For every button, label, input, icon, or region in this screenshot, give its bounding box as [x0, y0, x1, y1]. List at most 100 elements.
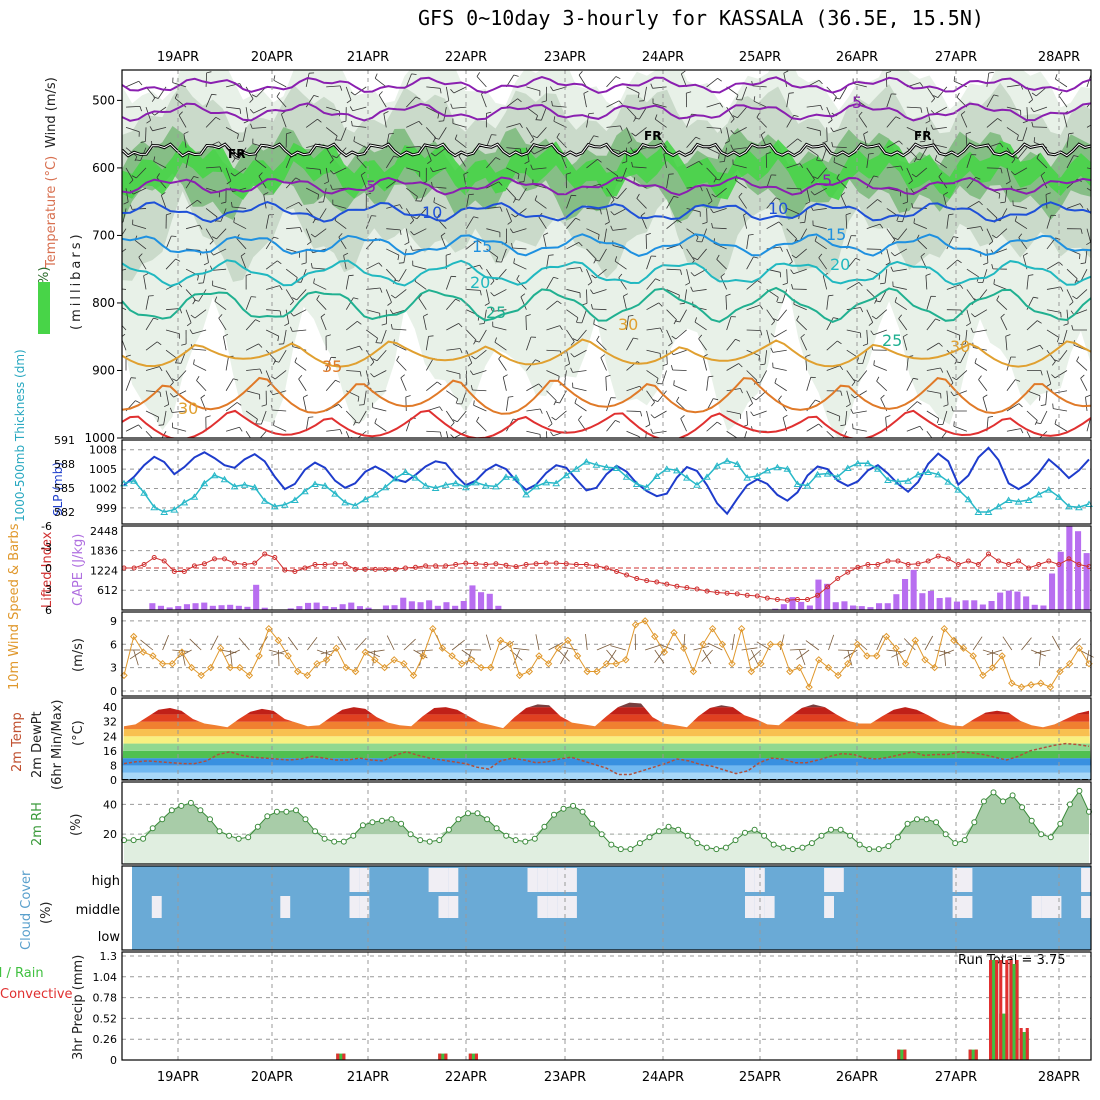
temp-tick: 0 [110, 774, 117, 787]
cape-bar [287, 608, 294, 610]
wind-barb-flag [250, 443, 253, 447]
wind-barb-flag [490, 306, 493, 312]
rh2m-point [1066, 801, 1073, 808]
rh2m-point [216, 828, 223, 835]
wind-barb-flag [658, 131, 663, 137]
wind-barb [298, 378, 307, 391]
wind10m-barb [558, 649, 570, 662]
wind-barb-flag [530, 164, 533, 170]
wind-barb-flag [240, 252, 246, 257]
wind-barb [626, 316, 629, 331]
wind-barb-flag [474, 340, 480, 343]
wind-barb [1006, 167, 1011, 182]
wind-barb-flag [410, 245, 413, 251]
wind-barb [486, 268, 495, 282]
wind-barb-flag [346, 99, 352, 104]
li-point [744, 592, 750, 598]
wind-barb-flag [660, 327, 663, 333]
wind-barb [145, 317, 154, 331]
thickness-point [260, 497, 269, 504]
wind-barb [857, 370, 868, 382]
li-point [423, 563, 429, 569]
wind-barb-flag [673, 319, 677, 325]
wind-barb-flag [286, 132, 292, 135]
li-point [503, 562, 509, 568]
wind-barb-flag [193, 299, 199, 302]
wind-barb-flag [476, 72, 481, 77]
rh2m-point [579, 808, 586, 815]
wind-barb [626, 385, 640, 392]
li-point [664, 581, 670, 587]
wind-barb [332, 187, 347, 190]
wind-barb-flag [317, 194, 320, 200]
rh2m-point [312, 828, 319, 835]
sounding-ytick-label: 800 [92, 296, 115, 310]
wind-barb [352, 106, 367, 112]
wind-barb [941, 431, 948, 438]
cloud-mid-cell [448, 896, 459, 918]
wind10m-point [1075, 644, 1084, 652]
wind-barb-flag [159, 391, 162, 397]
wind-barb-flag [850, 394, 856, 399]
wind-barb [416, 208, 427, 220]
wind-barb-flag [338, 233, 343, 238]
wind-barb [526, 430, 541, 435]
wind-barb-flag [717, 77, 722, 82]
temp-band [122, 765, 1091, 773]
precip-total-bar [1009, 964, 1019, 1060]
wind10m-barb [1069, 638, 1082, 651]
wind-barb-flag [960, 343, 966, 346]
rh2m-point [837, 826, 844, 833]
sounding-ytick-label: 500 [92, 93, 115, 107]
cloud-mid-cell [537, 896, 548, 918]
wind-barb-flag [439, 406, 443, 412]
cape-bar [1066, 526, 1073, 610]
wind-barb-flag [628, 315, 634, 317]
wind10m-point [641, 617, 649, 625]
thickness-point [1065, 502, 1073, 510]
wind10m-point [400, 659, 408, 668]
wind10m-barb [607, 649, 617, 664]
wind-barb [675, 329, 687, 340]
wind-barb [804, 208, 808, 223]
wind-barb-flag [920, 252, 925, 257]
wind-barb [446, 370, 460, 375]
wind-barb-flag [310, 263, 313, 269]
rh2m-point [799, 844, 806, 851]
wind-tick: 0 [110, 685, 117, 698]
wind-barb-flag [186, 322, 192, 327]
li-point [222, 556, 227, 562]
wind-barb [652, 430, 667, 434]
li-point [1046, 558, 1052, 564]
wind-barb [165, 258, 176, 270]
wind-barb-flag [553, 116, 556, 122]
wind-barb-flag [518, 181, 525, 183]
rh2m-point [407, 831, 414, 838]
wind-barb [446, 390, 459, 400]
wind-barb [1066, 289, 1074, 303]
cape-bar [175, 606, 182, 610]
wind-barb-flag [455, 298, 461, 302]
wind-barb-flag [620, 125, 623, 131]
thickness-point [813, 470, 822, 478]
wind-barb-flag [335, 139, 342, 141]
wind-barb [657, 390, 667, 402]
cape-labels: Lifted Index CAPE (J/kg) [40, 531, 86, 608]
precip-total-bar [1019, 1032, 1029, 1060]
label-precip-total: Total / Rain [0, 966, 44, 981]
wind-barb-flag [1060, 286, 1064, 292]
wind-barb-flag [716, 254, 720, 260]
wind10m-point [168, 659, 177, 668]
wind-barb [581, 309, 587, 324]
wind-barb-flag [470, 385, 473, 391]
wind10m-barb [701, 649, 713, 662]
wind-barb-flag [1000, 313, 1005, 318]
wind-barb [486, 248, 498, 258]
wind-barb [786, 93, 790, 108]
wind-barb-flag [714, 178, 720, 181]
wind-barb-flag [220, 201, 226, 204]
wind-barb-flag [117, 315, 120, 319]
wind-barb-flag [993, 94, 999, 97]
wind-barb [782, 289, 788, 303]
wind-barb-flag [519, 123, 523, 129]
